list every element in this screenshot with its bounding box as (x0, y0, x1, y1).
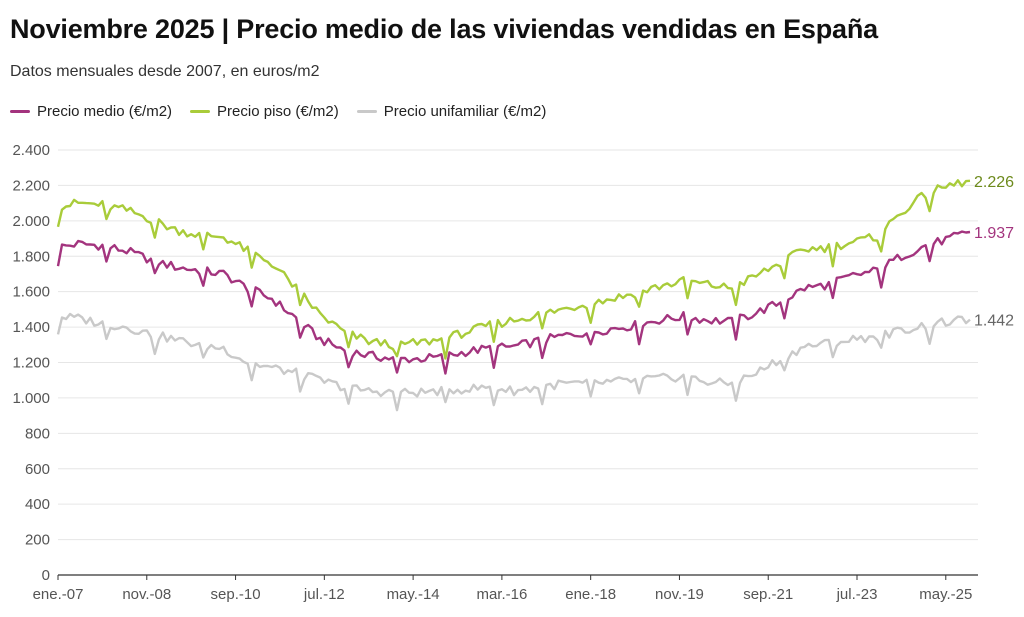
chart-subtitle: Datos mensuales desde 2007, en euros/m2 (10, 63, 320, 80)
legend-item-precio-medio[interactable]: Precio medio (€/m2) (10, 103, 172, 120)
y-tick-label: 1.800 (12, 248, 50, 265)
legend-swatch-precio-piso (190, 110, 211, 113)
y-tick-label: 1.400 (12, 319, 50, 336)
legend-label-precio-piso: Precio piso (€/m2) (217, 103, 339, 120)
end-label-3: 1.442 (974, 313, 1014, 330)
y-tick-label: 400 (25, 496, 50, 513)
x-tick-label: may.-14 (387, 586, 440, 603)
chart-title: Noviembre 2025 | Precio medio de las viv… (10, 14, 878, 44)
x-tick-label: sep.-21 (743, 586, 793, 603)
x-axis: ene.-07 nov.-08 sep.-10 jul.-12 may.-14 mar.-… (33, 586, 973, 603)
x-tick-label: may.-25 (919, 586, 972, 603)
y-tick-label: 1.000 (12, 390, 50, 407)
y-tick-label: 600 (25, 461, 50, 478)
y-tick-label: 2.400 (12, 142, 50, 159)
y-tick-label: 2.000 (12, 213, 50, 230)
x-tick-label: nov.-19 (655, 586, 704, 603)
series-line-3 (56, 312, 971, 412)
series-line-1 (56, 230, 971, 375)
x-tick-label: ene.-07 (33, 586, 84, 603)
y-tick-label: 200 (25, 532, 50, 549)
legend-item-precio-piso[interactable]: Precio piso (€/m2) (190, 103, 339, 120)
legend-swatch-precio-medio (10, 110, 30, 113)
x-tick-label: nov.-08 (122, 586, 171, 603)
y-tick-label: 1.600 (12, 284, 50, 301)
end-labels: 1.937 2.226 1.442 (974, 174, 1014, 330)
legend-item-precio-unifamiliar[interactable]: Precio unifamiliar (€/m2) (356, 103, 547, 120)
legend-label-precio-unifamiliar: Precio unifamiliar (€/m2) (383, 103, 547, 120)
y-tick-label: 0 (42, 567, 50, 584)
y-tick-label: 1.200 (12, 355, 50, 372)
x-tick-label: sep.-10 (211, 586, 261, 603)
legend-swatch-precio-unifamiliar (356, 110, 377, 113)
y-tick-label: 2.200 (12, 177, 50, 194)
end-label-2: 2.226 (974, 174, 1014, 191)
end-label-1: 1.937 (974, 225, 1014, 242)
x-tick-label: jul.-23 (836, 586, 878, 603)
x-tick-label: mar.-16 (476, 586, 527, 603)
series-line-2 (56, 179, 971, 360)
y-axis: 0 200 400 600 800 1.000 1.200 1.400 1.600 1.800 2.… (12, 142, 50, 584)
x-tick-label: jul.-12 (303, 586, 345, 603)
chart-legend: Precio medio (€/m2) Precio piso (€/m2) P… (10, 103, 546, 120)
x-tick-label: ene.-18 (565, 586, 616, 603)
grid-layer (57, 149, 978, 580)
series-layer (56, 179, 971, 412)
legend-label-precio-medio: Precio medio (€/m2) (37, 103, 173, 120)
y-tick-label: 800 (25, 425, 50, 442)
